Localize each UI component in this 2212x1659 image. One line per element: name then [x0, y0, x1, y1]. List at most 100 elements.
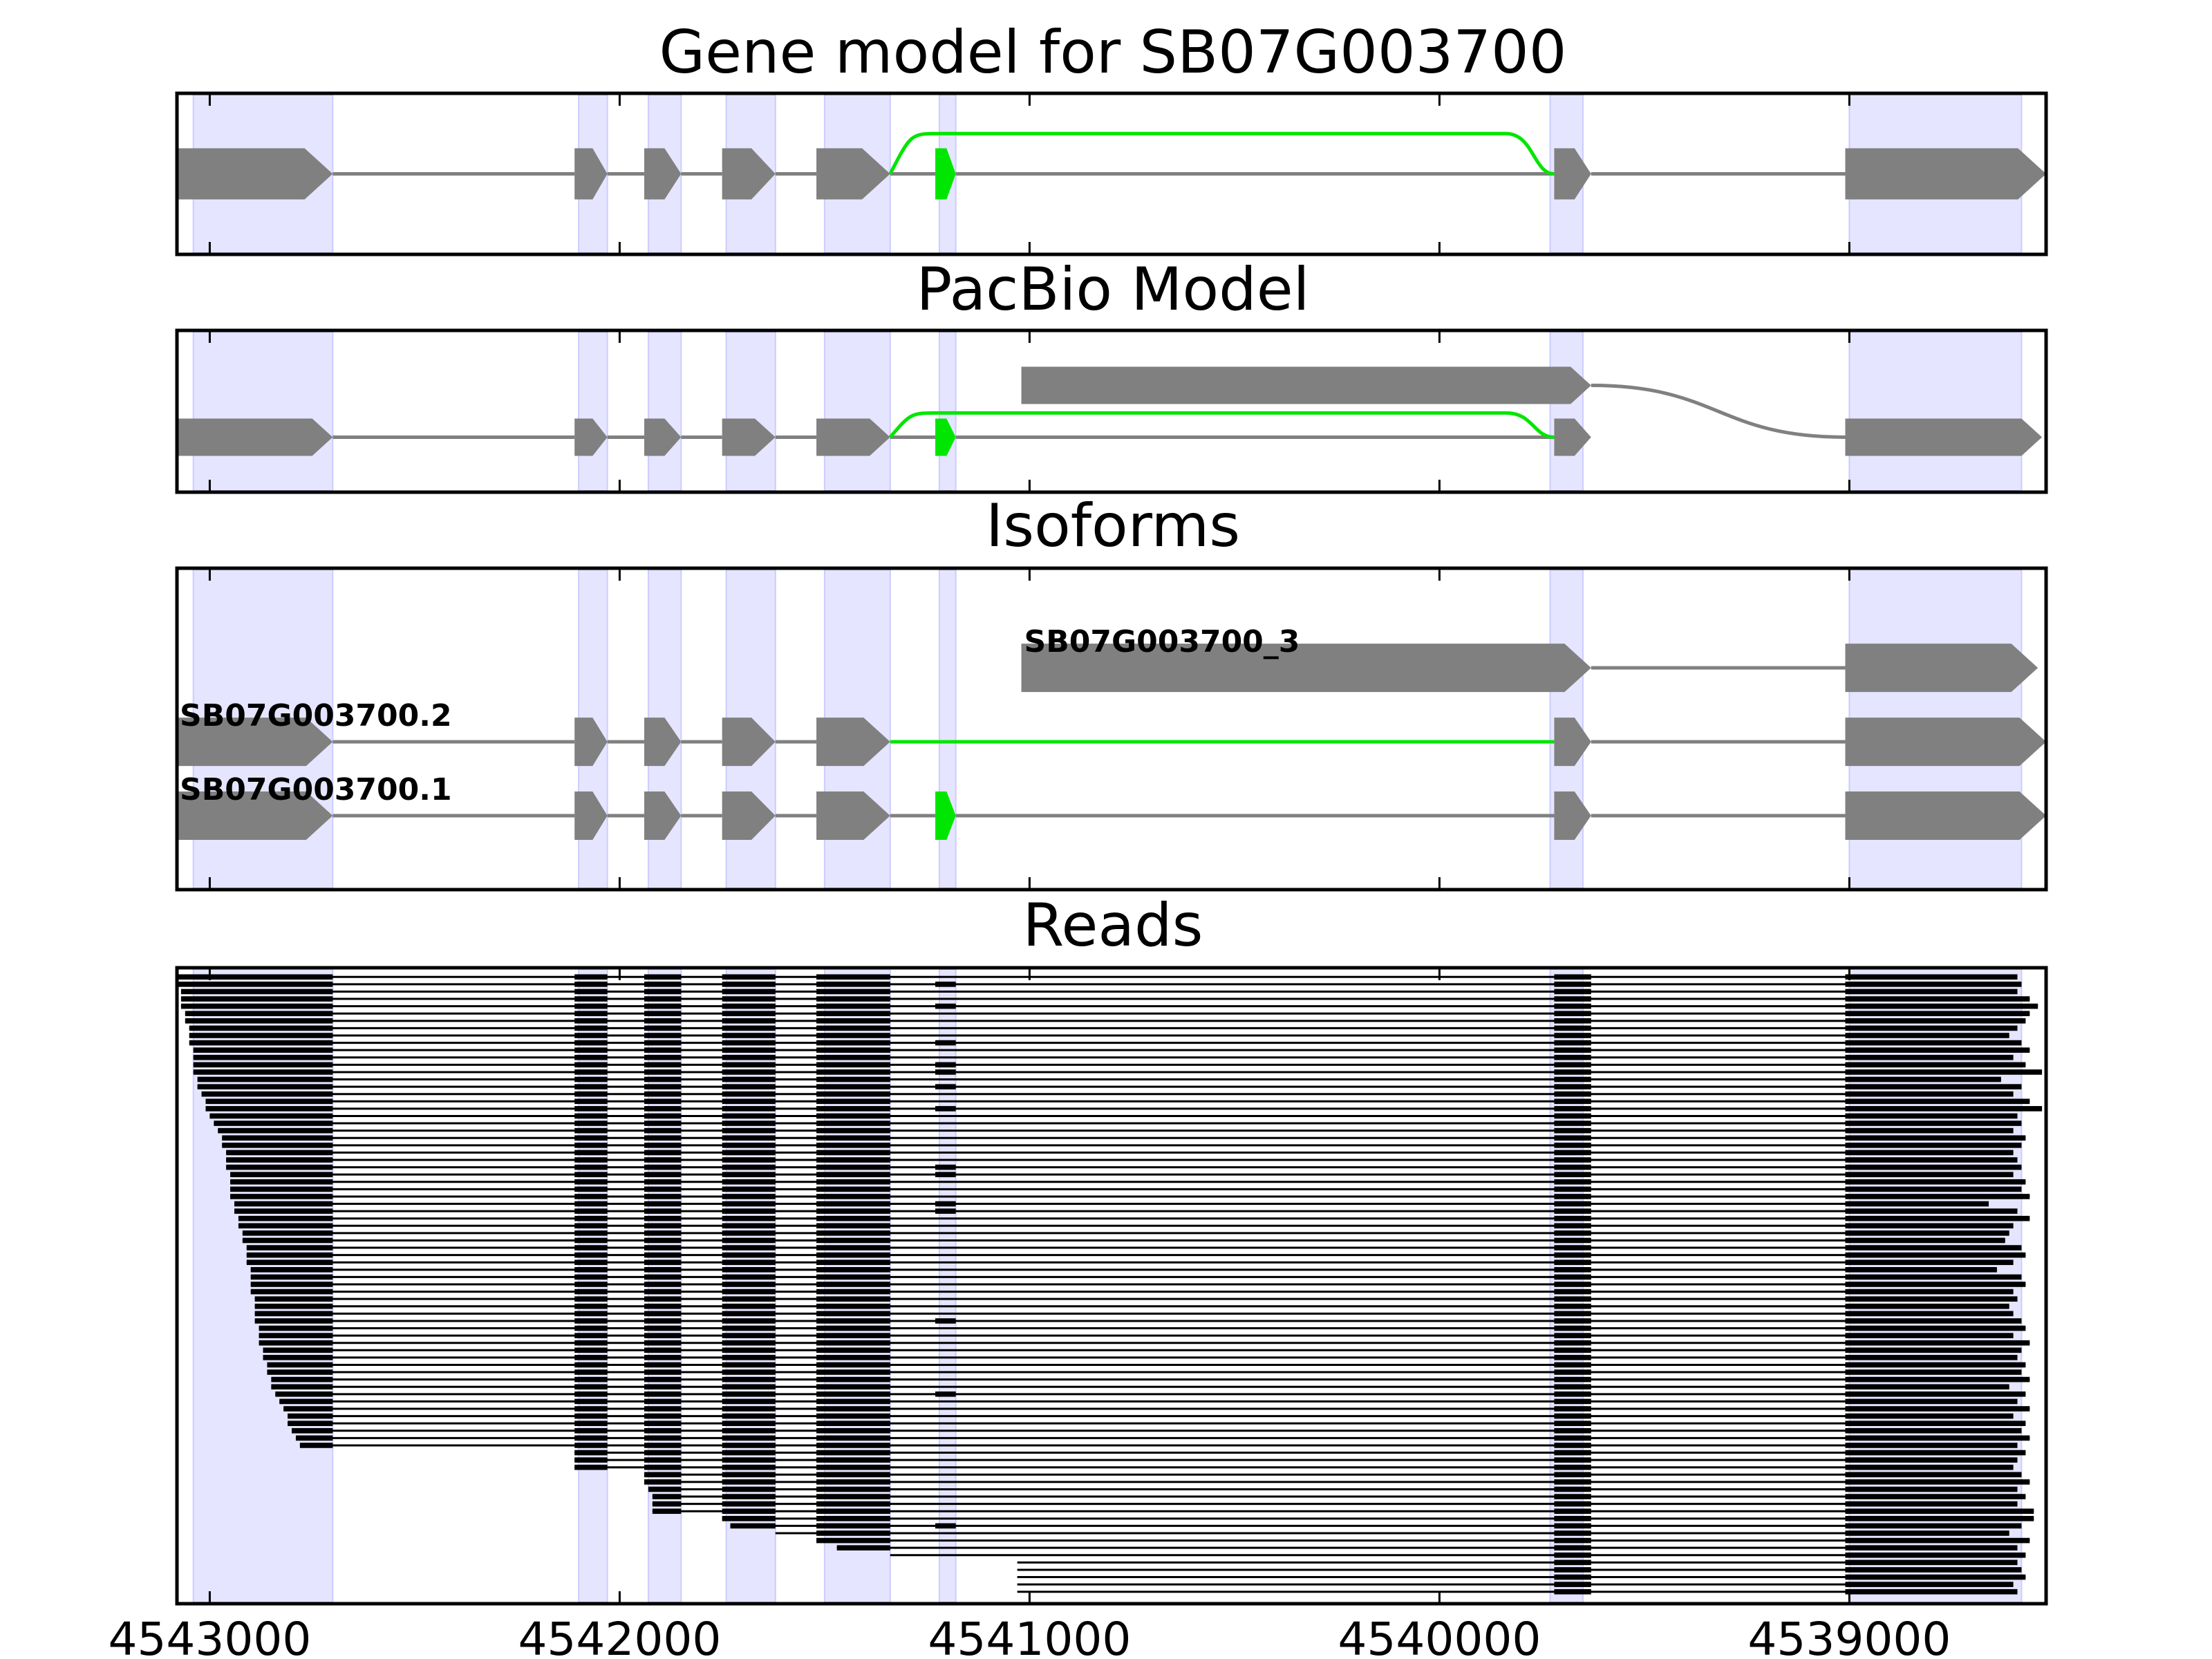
read-block [1554, 1523, 1591, 1529]
read-row [267, 1362, 2026, 1368]
read-row [180, 988, 2018, 995]
exon [177, 148, 333, 200]
read-row [226, 1157, 2018, 1163]
read-block [254, 1311, 333, 1317]
read-row [189, 1025, 2018, 1031]
read-block [574, 1230, 608, 1236]
read-block [1845, 1421, 2026, 1426]
read-block [816, 1288, 890, 1295]
read-block [1845, 1121, 2022, 1126]
read-block [816, 1179, 890, 1185]
read-block [816, 1025, 890, 1031]
read-block [644, 1215, 682, 1221]
exon [574, 791, 608, 841]
read-block [1845, 1252, 2026, 1258]
read-block [1845, 1033, 2009, 1038]
read-block [1845, 1479, 2030, 1485]
read-block [1554, 1179, 1591, 1185]
read-block [1554, 1501, 1591, 1507]
read-block [644, 988, 682, 995]
read-row [185, 1011, 2030, 1017]
exon [644, 718, 682, 767]
exon [644, 418, 682, 456]
read-row [775, 1530, 2009, 1536]
read-block [935, 1003, 956, 1009]
read-block [722, 1025, 776, 1031]
read-block [722, 996, 776, 1002]
read-block [1554, 1106, 1591, 1112]
read-block [1845, 1355, 2018, 1360]
read-block [816, 1516, 890, 1521]
read-block [935, 1040, 956, 1046]
read-row [292, 1427, 2022, 1434]
read-row [209, 1113, 2018, 1119]
read-block [246, 1245, 333, 1250]
read-block [644, 1318, 682, 1324]
read-row [185, 1018, 2026, 1024]
alt-exon [935, 418, 956, 456]
read-block [574, 1398, 608, 1405]
read-block [816, 1325, 890, 1331]
read-block [648, 1486, 682, 1492]
read-row [652, 1501, 2018, 1507]
exon [1021, 366, 1591, 404]
read-block [722, 1252, 776, 1258]
read-row [644, 1479, 2030, 1485]
read-block [1554, 1559, 1591, 1566]
read-block [1554, 1062, 1591, 1068]
read-block [1845, 1508, 2034, 1515]
read-block [644, 1135, 682, 1141]
read-block [644, 1062, 682, 1068]
read-block [1845, 1398, 2018, 1405]
read-block [722, 1464, 776, 1470]
read-block [1845, 1545, 2018, 1550]
read-row [271, 1376, 2030, 1382]
read-row [254, 1318, 2022, 1324]
read-block [246, 1252, 333, 1258]
read-block [644, 1076, 682, 1082]
read-block [205, 1098, 333, 1105]
read-block [1845, 1486, 2018, 1492]
read-block [574, 1011, 608, 1017]
read-block [1845, 1215, 2030, 1221]
read-row [238, 1223, 2014, 1229]
read-block [935, 1164, 956, 1170]
read-block [1554, 1003, 1591, 1009]
exon [644, 791, 682, 841]
read-block [574, 1157, 608, 1163]
read-block [644, 982, 682, 987]
read-block [816, 1237, 890, 1244]
read-block [644, 1288, 682, 1295]
read-row [574, 1464, 2014, 1470]
read-block [1554, 1413, 1591, 1419]
read-block [193, 1069, 333, 1075]
read-block [250, 1267, 333, 1273]
read-block [1845, 1494, 2026, 1499]
read-block [816, 974, 890, 980]
read-block [816, 1143, 890, 1148]
splice-junction-curve [1591, 384, 1846, 439]
read-row [205, 1098, 2030, 1105]
read-block [722, 1011, 776, 1017]
read-row [193, 1062, 2026, 1068]
read-row [230, 1179, 2026, 1185]
read-block [644, 1457, 682, 1463]
read-block [644, 1230, 682, 1236]
reads-panel [175, 966, 2048, 1606]
read-block [644, 996, 682, 1002]
read-block [722, 1282, 776, 1287]
read-block [722, 1384, 776, 1390]
read-row [226, 1150, 2014, 1156]
exon [177, 791, 333, 841]
read-block [644, 1127, 682, 1134]
read-block [242, 1230, 333, 1236]
read-block [177, 974, 333, 980]
read-row [177, 982, 2022, 987]
read-block [250, 1282, 333, 1287]
read-block [574, 1259, 608, 1266]
read-block [816, 1113, 890, 1119]
read-block [574, 1121, 608, 1126]
read-block [1845, 1347, 2022, 1353]
read-block [644, 1047, 682, 1053]
